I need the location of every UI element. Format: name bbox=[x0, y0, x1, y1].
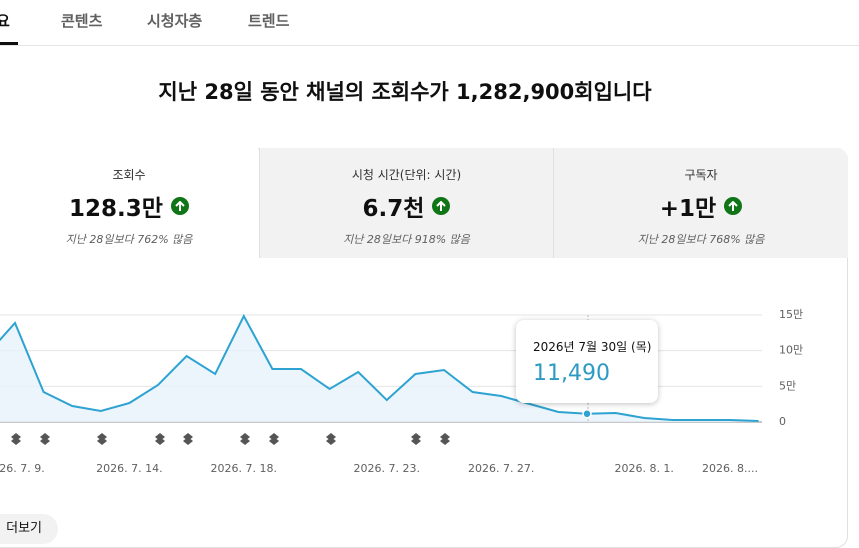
metric-card[interactable]: 구독자 +1만 지난 28일보다 768% 많음 bbox=[553, 148, 848, 258]
icon-shape bbox=[440, 433, 450, 445]
metric-label: 구독자 bbox=[684, 168, 718, 182]
icon-shape bbox=[240, 433, 250, 445]
tab[interactable]: 요 bbox=[0, 12, 10, 30]
metric-delta: 지난 28일보다 918% 많음 bbox=[343, 233, 470, 246]
icon-shape bbox=[269, 433, 279, 445]
video-icon[interactable] bbox=[97, 433, 107, 445]
tab-indicator bbox=[0, 42, 18, 45]
tab[interactable]: 시청자층 bbox=[147, 12, 203, 30]
video-icon[interactable] bbox=[155, 433, 165, 445]
more-button[interactable]: 더보기 bbox=[0, 514, 58, 544]
metric-delta: 지난 28일보다 768% 많음 bbox=[637, 233, 765, 246]
metric-card[interactable]: 조회수 128.3만 지난 28일보다 762% 많음 bbox=[0, 148, 258, 258]
icon-shape bbox=[183, 433, 193, 445]
icon-shape bbox=[155, 433, 165, 445]
icon-shape bbox=[411, 433, 421, 445]
x-tick-label: 2026. 7. 9. bbox=[0, 462, 45, 475]
video-icon[interactable] bbox=[269, 433, 279, 445]
y-tick-label: 15만 bbox=[779, 308, 803, 321]
icon-shape bbox=[11, 433, 21, 445]
metric-label: 조회수 bbox=[112, 168, 146, 182]
chart: 0 5만 10만 15만 2026. 7. 9. 2026. 7. 14. 2026. 7.… bbox=[0, 308, 803, 475]
page: 요 콘텐츠 시청자층 트렌드 지난 28일 동안 채널의 조회수가 1,282,… bbox=[0, 12, 859, 548]
x-tick-label: 2026. 7. 27. bbox=[468, 462, 534, 475]
x-tick-label: 2026. 7. 14. bbox=[96, 462, 162, 475]
tab[interactable]: 콘텐츠 bbox=[61, 12, 103, 30]
up-icon bbox=[724, 197, 743, 215]
up-icon bbox=[170, 197, 189, 215]
y-tick-label: 0 bbox=[779, 415, 786, 428]
x-tick-label: 2026. 7. 18. bbox=[211, 462, 277, 475]
metric-value: +1만 bbox=[659, 196, 717, 222]
tooltip-title: 2026년 7월 30일 (목) bbox=[533, 340, 652, 354]
headline: 지난 28일 동안 채널의 조회수가 1,282,900회입니다 bbox=[158, 80, 652, 104]
line bbox=[0, 313, 759, 423]
icon-shape bbox=[97, 433, 107, 445]
video-icon[interactable] bbox=[326, 433, 336, 445]
video-icon[interactable] bbox=[40, 433, 50, 445]
hover-dot bbox=[582, 409, 592, 419]
metric-value: 6.7천 bbox=[362, 196, 425, 222]
y-tick-label: 5만 bbox=[779, 379, 796, 392]
metric-delta: 지난 28일보다 762% 많음 bbox=[65, 233, 193, 246]
x-tick-label: 2026. 7. 23. bbox=[354, 462, 420, 475]
metric-card[interactable]: 시청 시간(단위: 시간) 6.7천 지난 28일보다 918% 많음 bbox=[259, 148, 553, 258]
tooltip: 2026년 7월 30일 (목) 11,490 bbox=[516, 320, 658, 403]
video-icon[interactable] bbox=[240, 433, 250, 445]
tooltip-value: 11,490 bbox=[533, 361, 610, 386]
x-tick-label: 2026. 8. 1. bbox=[614, 462, 673, 475]
icon-shape bbox=[326, 433, 336, 445]
video-icon[interactable] bbox=[440, 433, 450, 445]
icon-shape bbox=[40, 433, 50, 445]
video-icon[interactable] bbox=[411, 433, 421, 445]
area bbox=[0, 315, 759, 422]
y-tick-label: 10만 bbox=[779, 344, 803, 357]
tab[interactable]: 트렌드 bbox=[248, 12, 290, 30]
x-tick-label: 2026. 8.... bbox=[702, 462, 758, 475]
metric-label: 시청 시간(단위: 시간) bbox=[351, 168, 462, 182]
up-icon bbox=[432, 197, 451, 215]
divider bbox=[0, 45, 859, 46]
metric-value: 128.3만 bbox=[69, 196, 163, 222]
video-icon[interactable] bbox=[11, 433, 21, 445]
video-icon[interactable] bbox=[183, 433, 193, 445]
